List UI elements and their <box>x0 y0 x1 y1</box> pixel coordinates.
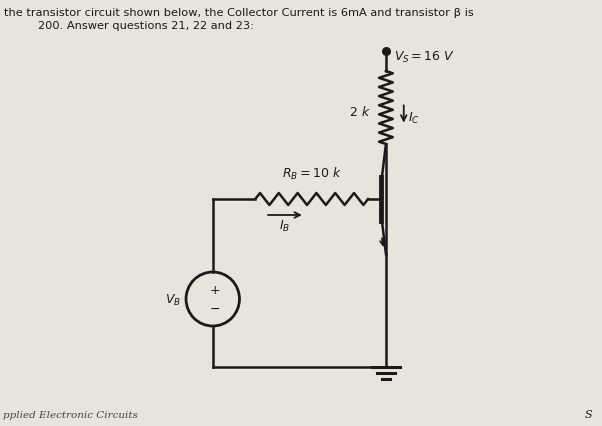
Text: $I_B$: $I_B$ <box>279 219 291 233</box>
Text: pplied Electronic Circuits: pplied Electronic Circuits <box>3 410 138 419</box>
Text: $V_B$: $V_B$ <box>165 292 181 307</box>
Text: −: − <box>209 302 220 315</box>
Text: $R_B = 10\ k$: $R_B = 10\ k$ <box>282 166 342 181</box>
Text: the transistor circuit shown below, the Collector Current is 6mA and transistor : the transistor circuit shown below, the … <box>4 8 474 18</box>
Text: 200. Answer questions 21, 22 and 23:: 200. Answer questions 21, 22 and 23: <box>37 21 253 31</box>
Text: +: + <box>209 284 220 297</box>
Text: $I_C$: $I_C$ <box>408 111 420 126</box>
Text: $2\ k$: $2\ k$ <box>349 104 371 118</box>
Text: S: S <box>585 409 593 419</box>
Text: $V_S = 16\ V$: $V_S = 16\ V$ <box>394 50 455 65</box>
